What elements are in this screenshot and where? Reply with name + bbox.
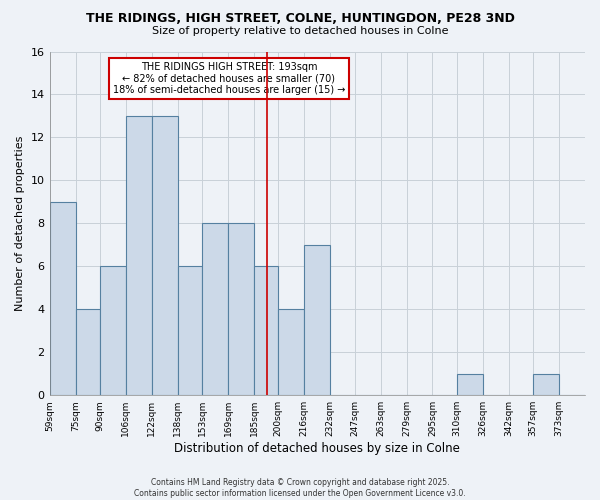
Bar <box>76 310 100 395</box>
Bar <box>50 202 76 395</box>
Text: Contains HM Land Registry data © Crown copyright and database right 2025.
Contai: Contains HM Land Registry data © Crown c… <box>134 478 466 498</box>
Bar <box>202 224 228 395</box>
X-axis label: Distribution of detached houses by size in Colne: Distribution of detached houses by size … <box>175 442 460 455</box>
Bar <box>152 116 178 395</box>
Y-axis label: Number of detached properties: Number of detached properties <box>15 136 25 311</box>
Bar <box>533 374 559 395</box>
Bar <box>304 245 330 395</box>
Text: THE RIDINGS, HIGH STREET, COLNE, HUNTINGDON, PE28 3ND: THE RIDINGS, HIGH STREET, COLNE, HUNTING… <box>86 12 514 26</box>
Bar <box>100 266 126 395</box>
Text: THE RIDINGS HIGH STREET: 193sqm
← 82% of detached houses are smaller (70)
18% of: THE RIDINGS HIGH STREET: 193sqm ← 82% of… <box>113 62 345 95</box>
Bar <box>254 266 278 395</box>
Bar <box>228 224 254 395</box>
Text: Size of property relative to detached houses in Colne: Size of property relative to detached ho… <box>152 26 448 36</box>
Bar <box>457 374 483 395</box>
Bar <box>278 310 304 395</box>
Bar <box>178 266 202 395</box>
Bar <box>126 116 152 395</box>
